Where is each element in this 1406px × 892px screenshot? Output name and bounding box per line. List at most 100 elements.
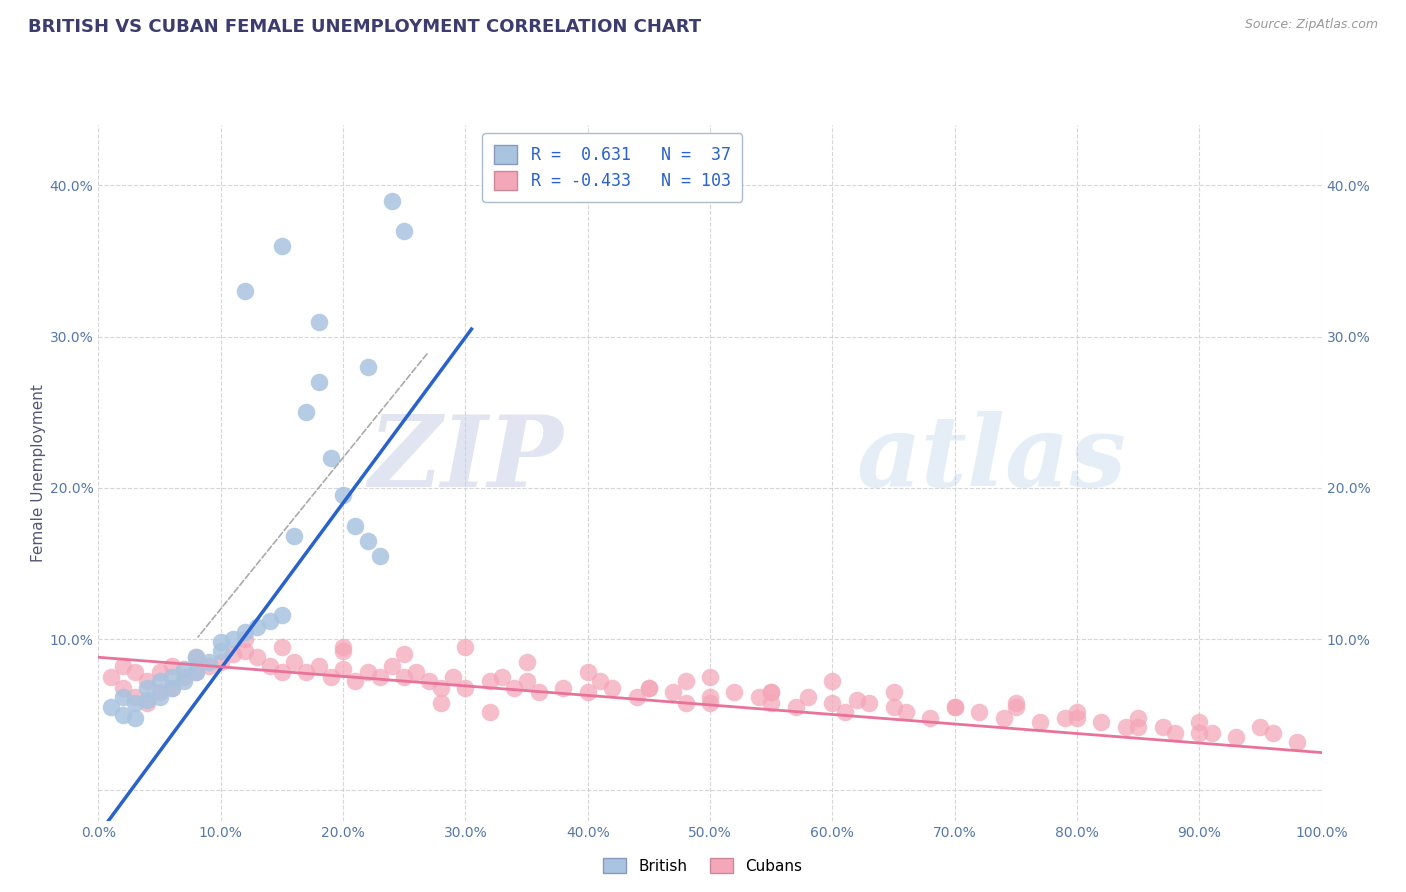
Legend: British, Cubans: British, Cubans	[598, 852, 808, 880]
Point	[197, 659, 219, 673]
Point	[1066, 705, 1088, 719]
Point	[699, 690, 721, 704]
Point	[270, 665, 294, 680]
Point	[246, 620, 269, 634]
Point	[259, 614, 281, 628]
Point	[136, 696, 159, 710]
Point	[270, 239, 294, 253]
Point	[124, 696, 146, 710]
Point	[821, 674, 844, 689]
Point	[332, 644, 354, 658]
Point	[491, 670, 513, 684]
Point	[1115, 720, 1137, 734]
Point	[173, 662, 195, 676]
Point	[943, 700, 966, 714]
Point	[1188, 726, 1211, 740]
Point	[1164, 726, 1187, 740]
Point	[233, 624, 256, 639]
Point	[381, 659, 404, 673]
Point	[356, 665, 378, 680]
Text: BRITISH VS CUBAN FEMALE UNEMPLOYMENT CORRELATION CHART: BRITISH VS CUBAN FEMALE UNEMPLOYMENT COR…	[28, 18, 702, 36]
Point	[845, 692, 868, 706]
Point	[100, 670, 122, 684]
Point	[626, 690, 648, 704]
Point	[160, 681, 183, 695]
Point	[478, 705, 501, 719]
Point	[124, 711, 146, 725]
Point	[589, 674, 612, 689]
Point	[748, 690, 770, 704]
Text: ZIP: ZIP	[368, 410, 564, 507]
Point	[1188, 715, 1211, 730]
Point	[368, 549, 391, 563]
Point	[392, 224, 416, 238]
Point	[136, 681, 159, 695]
Point	[186, 650, 208, 665]
Point	[186, 650, 208, 665]
Point	[858, 696, 880, 710]
Point	[332, 662, 354, 676]
Point	[197, 655, 219, 669]
Point	[920, 711, 942, 725]
Point	[209, 644, 232, 658]
Point	[761, 696, 783, 710]
Point	[1225, 731, 1247, 745]
Point	[1201, 726, 1223, 740]
Point	[1128, 720, 1150, 734]
Point	[1004, 700, 1026, 714]
Point	[441, 670, 464, 684]
Point	[638, 681, 661, 695]
Point	[222, 647, 245, 661]
Point	[723, 685, 745, 699]
Point	[993, 711, 1015, 725]
Point	[418, 674, 440, 689]
Point	[233, 285, 256, 299]
Point	[246, 650, 269, 665]
Point	[344, 518, 367, 533]
Point	[186, 665, 208, 680]
Point	[308, 659, 330, 673]
Point	[1053, 711, 1076, 725]
Point	[515, 655, 537, 669]
Text: Source: ZipAtlas.com: Source: ZipAtlas.com	[1244, 18, 1378, 31]
Point	[576, 685, 599, 699]
Point	[308, 375, 330, 389]
Point	[967, 705, 990, 719]
Point	[222, 632, 245, 647]
Point	[600, 681, 623, 695]
Point	[894, 705, 917, 719]
Point	[270, 607, 294, 622]
Point	[478, 674, 501, 689]
Point	[332, 640, 354, 654]
Point	[173, 670, 195, 684]
Point	[111, 690, 134, 704]
Point	[821, 696, 844, 710]
Point	[1261, 726, 1284, 740]
Point	[295, 405, 318, 419]
Point	[785, 700, 807, 714]
Point	[270, 640, 294, 654]
Y-axis label: Female Unemployment: Female Unemployment	[31, 384, 46, 562]
Point	[1029, 715, 1052, 730]
Point	[699, 696, 721, 710]
Point	[454, 640, 477, 654]
Point	[149, 690, 172, 704]
Point	[356, 533, 378, 548]
Point	[319, 670, 342, 684]
Point	[943, 700, 966, 714]
Point	[295, 665, 318, 680]
Point	[319, 450, 342, 465]
Point	[124, 690, 146, 704]
Point	[209, 635, 232, 649]
Point	[883, 685, 905, 699]
Point	[662, 685, 685, 699]
Point	[834, 705, 856, 719]
Point	[381, 194, 404, 208]
Point	[1066, 711, 1088, 725]
Point	[527, 685, 550, 699]
Point	[515, 674, 537, 689]
Point	[149, 665, 172, 680]
Point	[430, 681, 453, 695]
Point	[283, 655, 305, 669]
Point	[576, 665, 599, 680]
